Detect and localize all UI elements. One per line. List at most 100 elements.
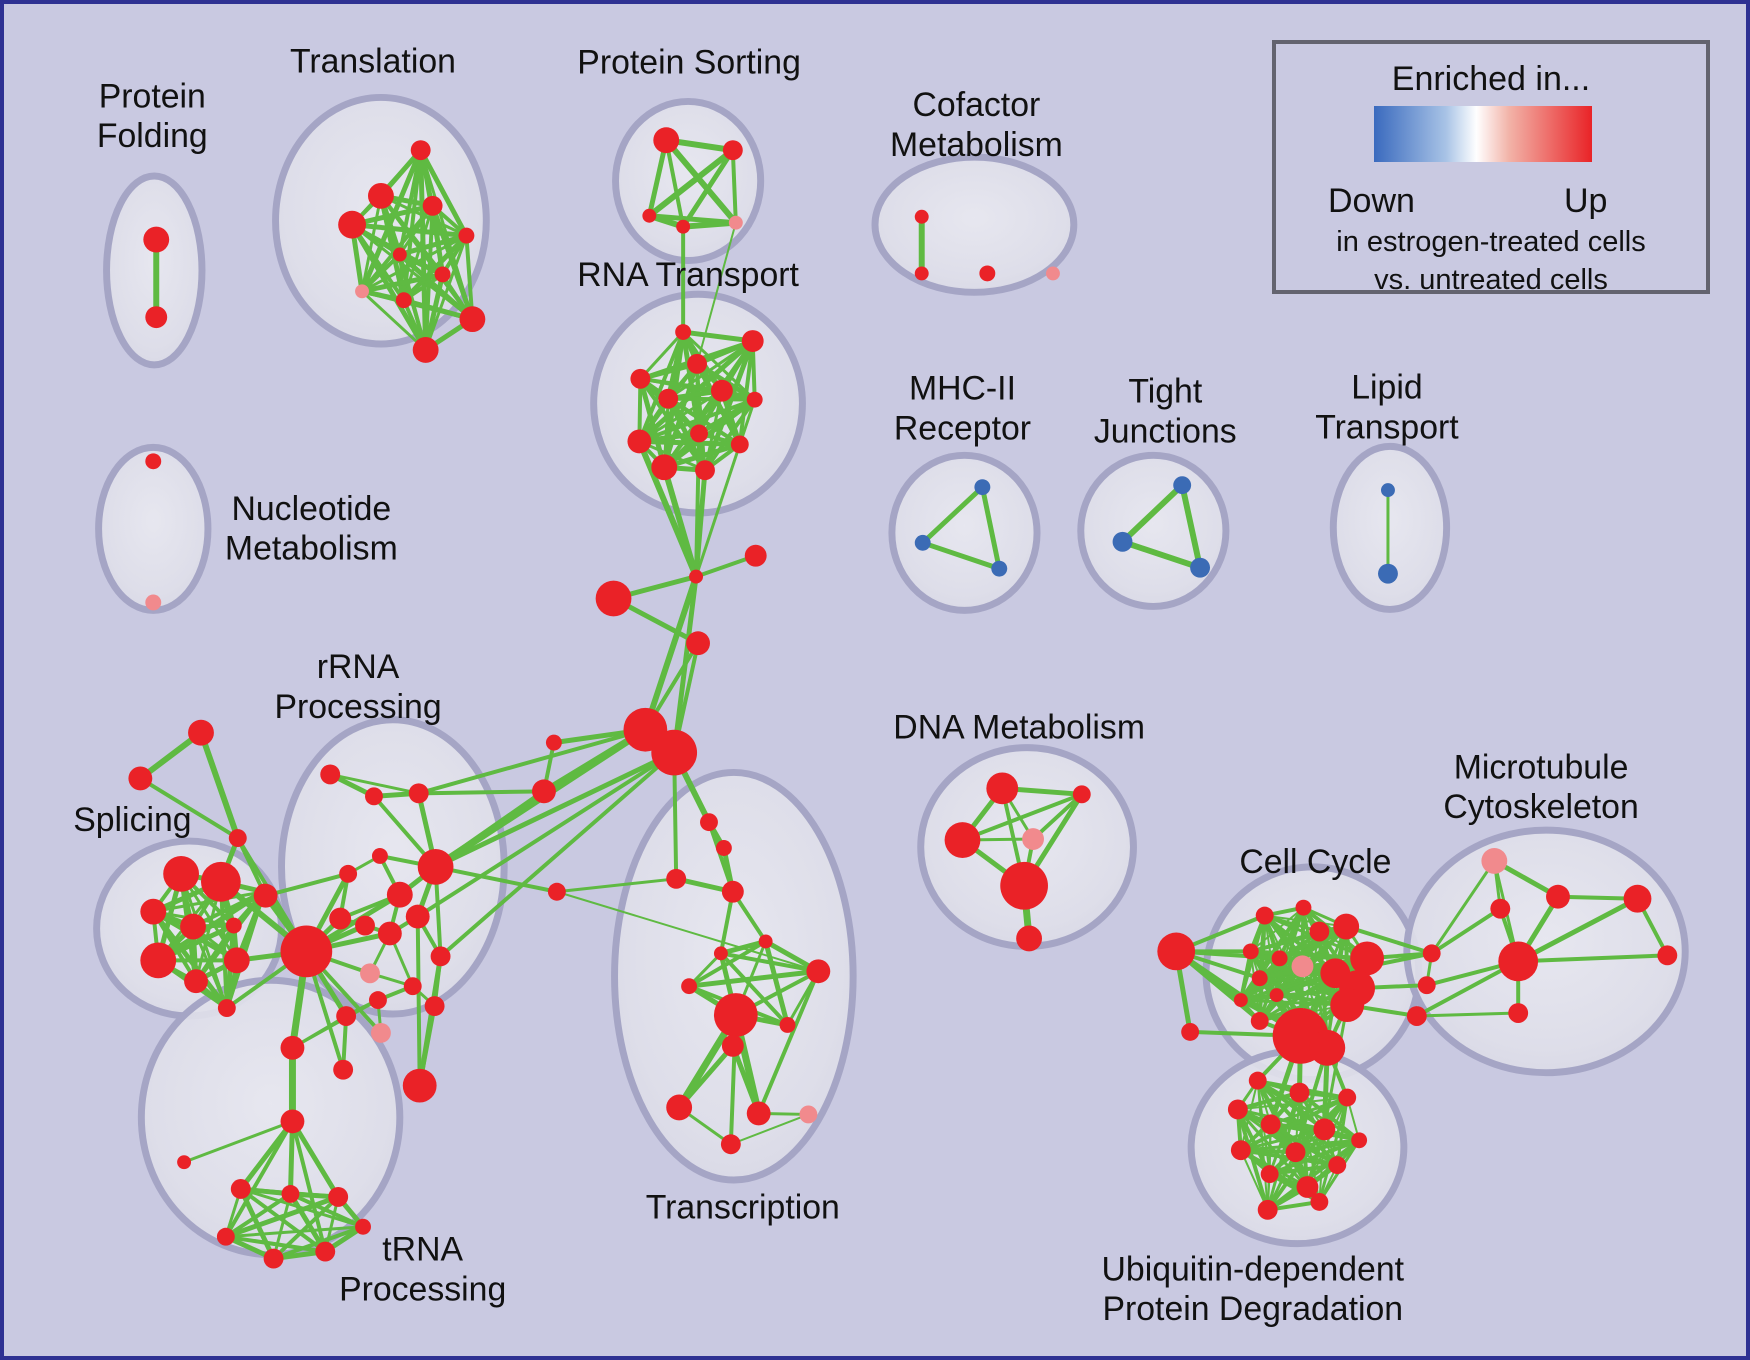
network-node-red	[700, 813, 718, 832]
network-node-red	[1255, 906, 1274, 925]
network-node-red	[1657, 945, 1678, 966]
network-node-red	[1269, 988, 1284, 1003]
network-node-red	[408, 783, 429, 804]
network-node-red	[143, 226, 170, 253]
network-node-red	[1289, 1082, 1310, 1103]
network-edge	[360, 194, 383, 293]
network-edge	[694, 442, 742, 579]
network-node-red	[315, 1241, 336, 1262]
network-node-red	[180, 913, 206, 940]
cluster-label-splicing: Splicing	[73, 801, 191, 839]
network-node-red	[280, 925, 333, 978]
network-node-pink	[370, 1022, 391, 1043]
network-node-red	[328, 1187, 349, 1207]
network-edge	[1516, 953, 1670, 964]
network-node-red	[1016, 925, 1043, 952]
network-node-red	[806, 959, 831, 984]
network-edge	[415, 914, 422, 1088]
network-edge	[555, 890, 820, 973]
cluster-label-trna-processing: tRNA Processing	[339, 1230, 506, 1308]
network-node-red	[320, 764, 341, 785]
network-edge	[223, 1194, 341, 1240]
network-node-red	[405, 904, 430, 929]
legend-down-label: Down	[1328, 182, 1415, 220]
network-node-red	[676, 219, 691, 234]
network-edge	[397, 252, 475, 322]
network-edge	[920, 540, 1002, 572]
network-edge	[686, 968, 821, 989]
network-node-red	[338, 210, 367, 239]
network-edge	[287, 1118, 295, 1197]
network-edge	[920, 484, 985, 546]
network-edge	[680, 147, 736, 230]
network-node-red	[216, 1227, 235, 1246]
network-node-red	[365, 787, 383, 806]
cluster-label-rna-transport: RNA Transport	[577, 256, 799, 294]
network-node-red	[1546, 884, 1570, 909]
network-node-red	[1422, 944, 1441, 963]
network-node-red	[263, 1248, 284, 1269]
network-canvas: Protein Folding Translation Protein Sorting…	[73, 42, 1689, 1328]
network-edge	[663, 137, 739, 226]
network-node-red	[412, 337, 439, 363]
network-node-red	[1338, 1088, 1357, 1107]
network-node-red	[630, 368, 651, 389]
network-node-red	[177, 1155, 192, 1170]
network-edge	[1430, 859, 1496, 955]
network-node-pink	[145, 594, 162, 611]
network-node-red	[690, 424, 708, 443]
network-node-red	[1000, 861, 1048, 910]
network-node-red	[687, 353, 707, 374]
network-node-red	[355, 915, 375, 936]
network-node-red	[280, 1109, 305, 1134]
network-node-pink	[1291, 955, 1314, 978]
network-node-red	[140, 942, 177, 979]
network-edge	[1515, 896, 1640, 964]
network-edge	[661, 441, 743, 470]
cluster-label-protein-sorting: Protein Sorting	[577, 43, 801, 81]
network-edge	[1031, 792, 1084, 842]
legend-condition-line2: vs. untreated cells	[1374, 264, 1608, 296]
network-node-red	[280, 1035, 305, 1060]
network-edge	[664, 138, 686, 229]
network-node-red	[145, 306, 168, 329]
network-node-red	[1248, 1071, 1267, 1090]
network-edge	[271, 1224, 366, 1261]
network-node-red	[355, 1218, 371, 1235]
network-node-red	[914, 266, 929, 281]
network-node-red	[217, 999, 236, 1018]
network-node-pink	[355, 284, 369, 299]
network-node-red	[651, 729, 698, 776]
network-edge	[1248, 924, 1349, 954]
network-edge	[224, 1225, 365, 1239]
network-node-blue	[974, 479, 991, 496]
network-edge	[360, 289, 428, 352]
network-node-red	[377, 921, 402, 946]
network-node-red	[1251, 970, 1268, 987]
network-node-pink	[799, 1105, 818, 1124]
network-node-red	[128, 766, 153, 791]
network-node-red	[547, 882, 566, 901]
network-node-red	[1623, 884, 1652, 913]
network-edge	[198, 729, 241, 842]
network-node-red	[1490, 898, 1511, 919]
cluster-ellipse-protein-sorting	[612, 97, 765, 264]
cluster-label-cofactor-metabolism: Cofactor Metabolism	[890, 86, 1063, 164]
network-edge	[636, 438, 743, 447]
network-node-red	[188, 719, 214, 746]
network-node-red	[458, 227, 475, 244]
network-node-red	[395, 292, 412, 309]
network-node-blue	[1378, 563, 1398, 584]
network-node-red	[758, 934, 773, 949]
network-node-red	[681, 978, 698, 995]
network-node-red	[230, 1179, 251, 1199]
network-node-red	[336, 1006, 357, 1026]
network-node-red	[1498, 941, 1539, 982]
cluster-label-tight-junctions: Tight Junctions	[1094, 373, 1237, 451]
cluster-label-translation: Translation	[290, 42, 456, 80]
cluster-label-mhc-ii-receptor: MHC-II Receptor	[894, 370, 1031, 448]
network-node-red	[686, 631, 710, 656]
network-edge	[680, 329, 756, 344]
network-node-blue	[1112, 531, 1133, 552]
